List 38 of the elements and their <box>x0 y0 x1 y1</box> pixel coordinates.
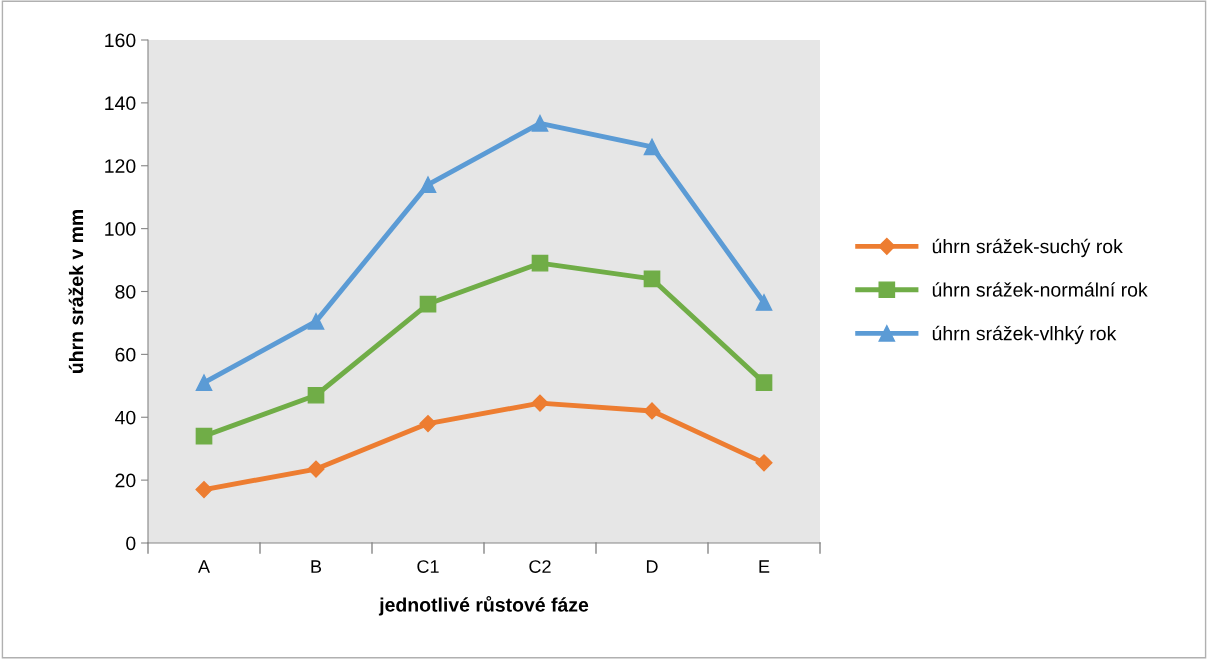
legend-label: úhrn srážek-suchý rok <box>932 238 1123 258</box>
point <box>531 254 549 272</box>
x-tick-label: C1 <box>417 560 439 573</box>
point <box>531 394 549 412</box>
point <box>643 402 661 420</box>
y-tick-label: 40 <box>115 410 136 425</box>
point <box>531 114 549 132</box>
point <box>755 454 773 472</box>
legend-label: úhrn srážek-vlhký rok <box>932 325 1117 345</box>
x-tick-label: B <box>311 560 322 573</box>
point <box>307 313 325 330</box>
point <box>419 414 437 433</box>
point <box>195 481 213 499</box>
y-tick-label: 100 <box>105 222 136 236</box>
y-tick-label: 0 <box>126 536 136 551</box>
y-tick-label: 80 <box>115 284 136 299</box>
x-tick-label: A <box>198 560 210 573</box>
point <box>419 295 437 313</box>
point <box>419 176 437 193</box>
x-tick-label: C2 <box>529 560 551 573</box>
point <box>643 138 661 156</box>
y-tick-label: 20 <box>115 473 136 488</box>
point <box>755 294 773 311</box>
y-tick-label: 160 <box>105 33 136 48</box>
point <box>307 386 325 404</box>
point <box>643 270 661 288</box>
x-tick-label: E <box>759 560 770 573</box>
y-tick-label: 60 <box>115 347 136 362</box>
legend-label: úhrn srážek-normální rok <box>932 282 1148 297</box>
x-tick-label: D <box>646 560 658 573</box>
y-tick-label: 120 <box>105 159 136 173</box>
y-tick-label: 140 <box>105 96 136 111</box>
point <box>195 427 213 445</box>
x-axis-title: jednotlivé růstové fáze <box>378 595 589 616</box>
y-axis-title: úhrn srážek v mm <box>68 210 84 373</box>
point <box>307 460 325 478</box>
point <box>755 374 773 392</box>
point <box>195 374 213 392</box>
